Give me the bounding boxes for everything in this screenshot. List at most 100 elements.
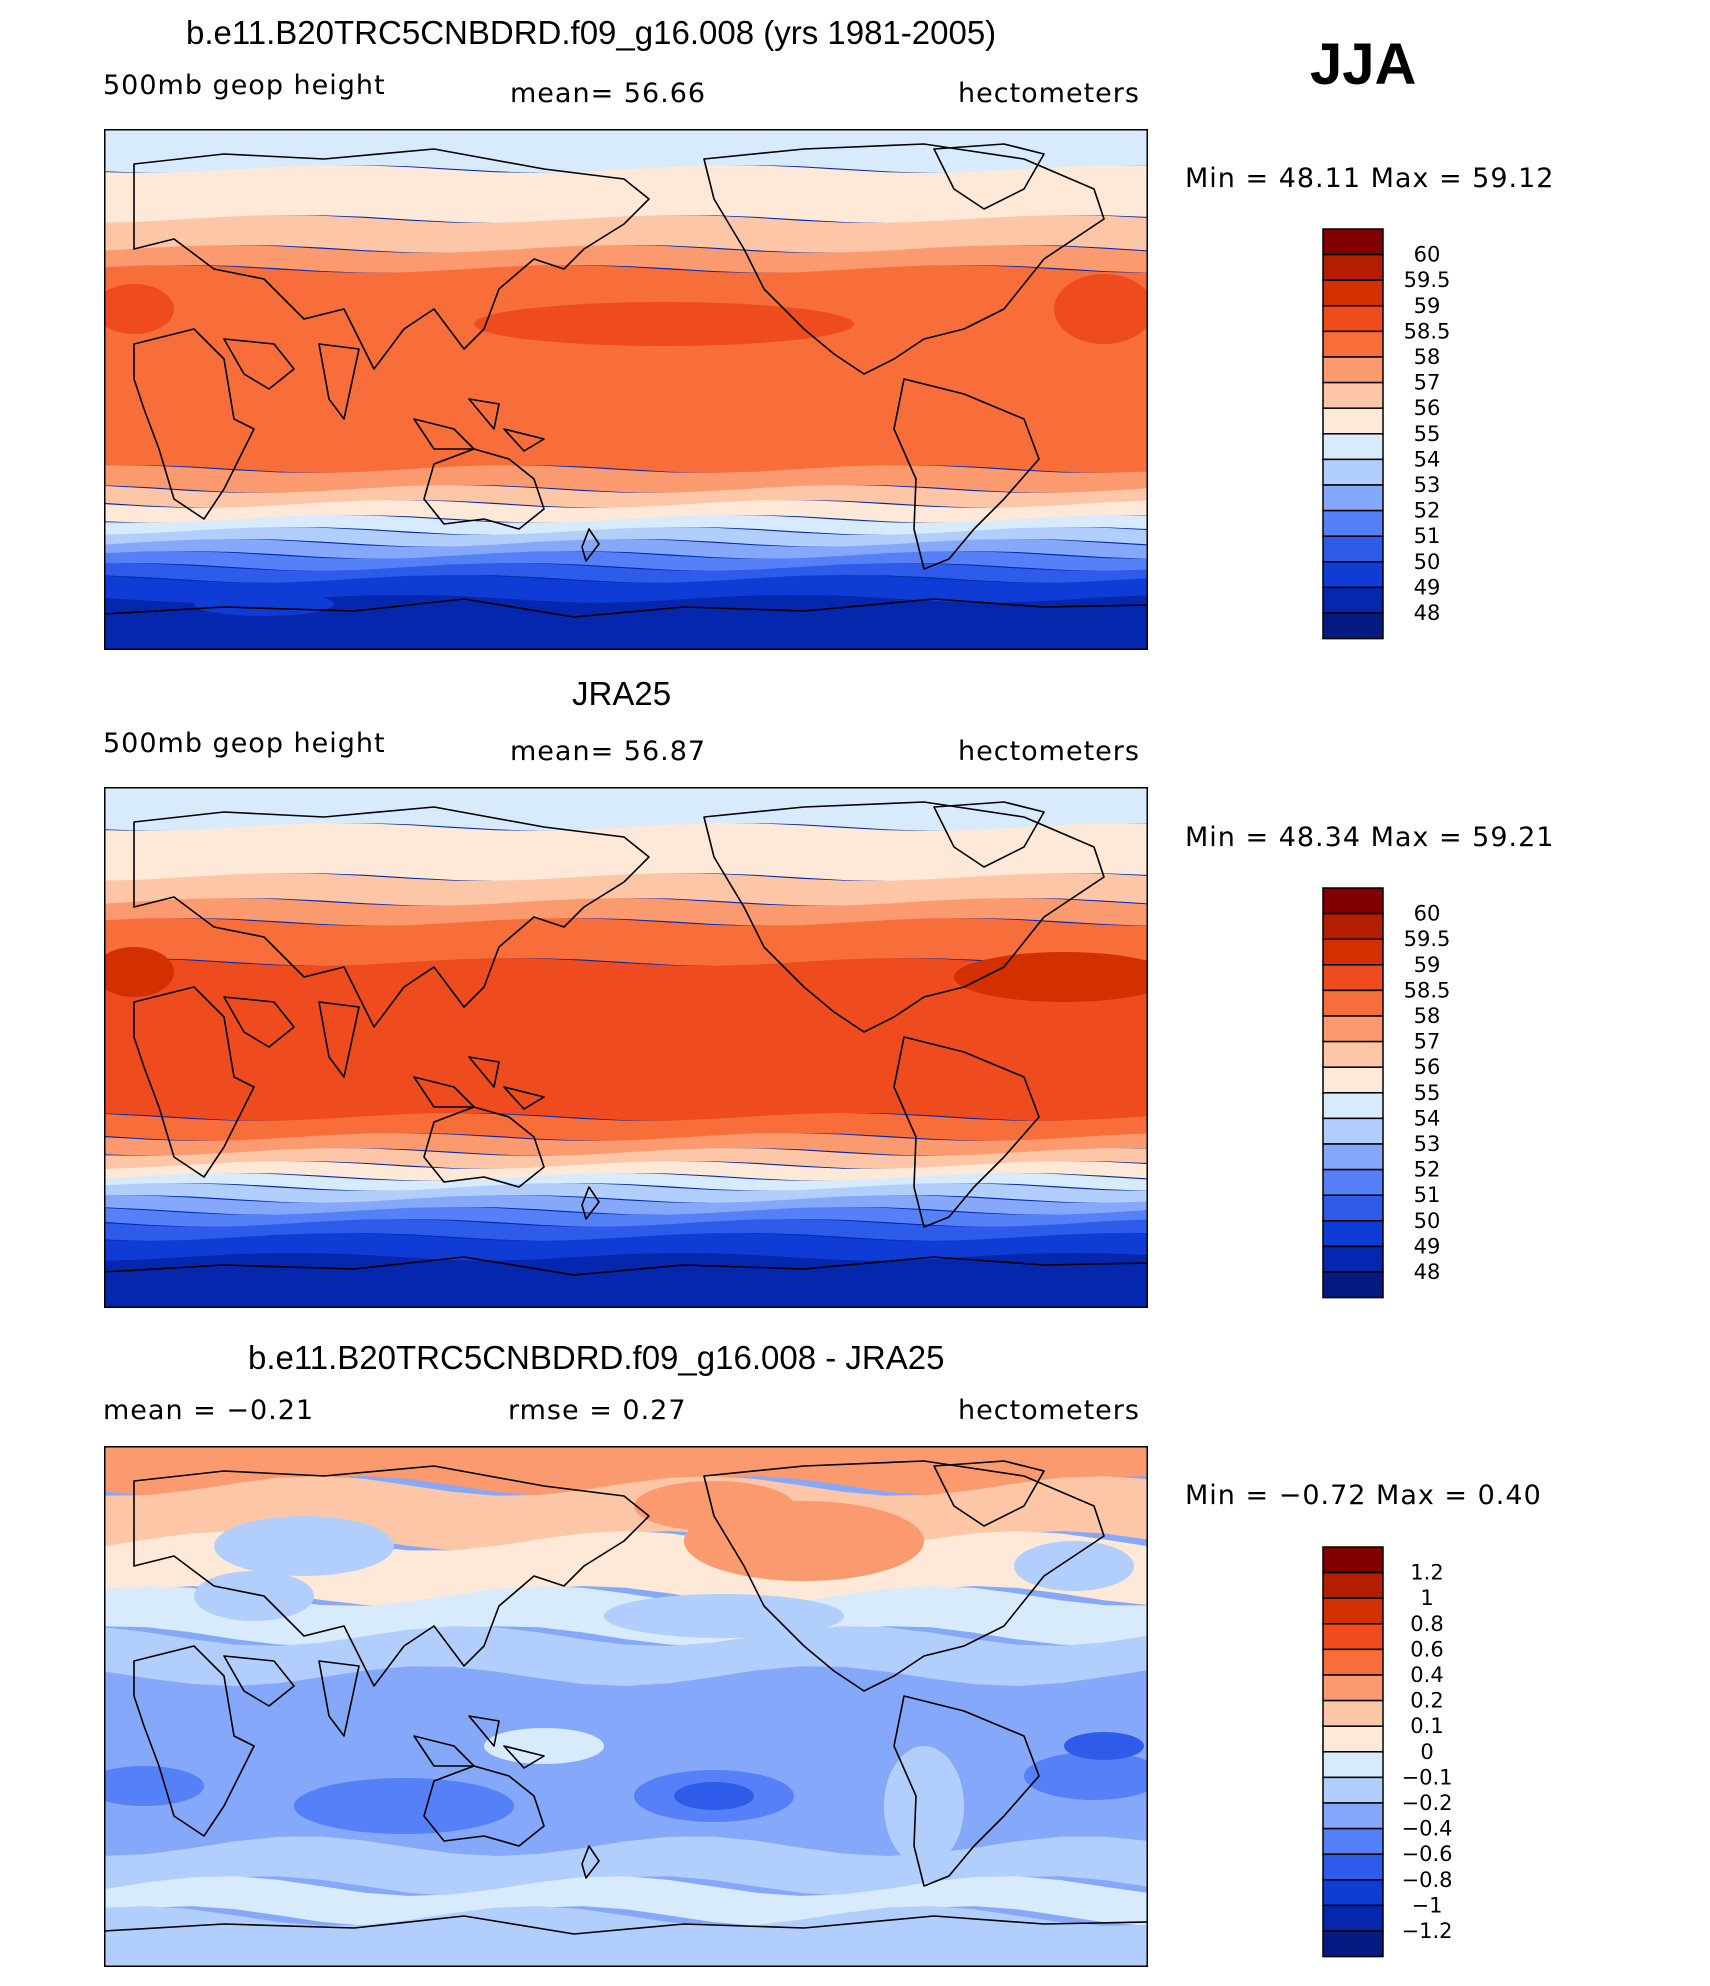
colorbar-label: 48 <box>1414 1260 1441 1284</box>
contour-cell <box>474 302 854 346</box>
colorbar-label: 48 <box>1414 601 1441 625</box>
colorbar-label: 59.5 <box>1404 927 1451 951</box>
panel-3-rmse: rmse = 0.27 <box>508 1395 687 1426</box>
panel-1-variable: 500mb geop height <box>103 70 386 101</box>
contour-cell <box>1054 274 1148 344</box>
contour-band <box>104 1207 1148 1227</box>
continent-outline <box>893 1036 1040 1228</box>
panel-1-mean: mean= 56.66 <box>510 78 707 109</box>
colorbar-swatch <box>1322 1597 1384 1625</box>
continent-outline <box>703 801 1105 1033</box>
continent-outline <box>423 448 545 530</box>
colorbar-label: 0.1 <box>1410 1714 1443 1738</box>
colorbar-swatch <box>1322 356 1384 384</box>
colorbar-swatch <box>1322 1271 1384 1299</box>
continent-outline <box>423 1765 545 1847</box>
panel-2-map <box>104 787 1148 1308</box>
colorbar-swatch <box>1322 1648 1384 1676</box>
continent-outline <box>933 1460 1045 1527</box>
panel-3-map <box>104 1446 1148 1967</box>
colorbar-label: 1 <box>1420 1586 1433 1610</box>
contour-band <box>104 527 1148 547</box>
colorbar-swatch <box>1322 1879 1384 1907</box>
continent-outline <box>893 1695 1040 1887</box>
colorbar-swatch <box>1322 964 1384 992</box>
colorbar-swatch <box>1322 330 1384 358</box>
colorbar-swatch <box>1322 253 1384 281</box>
colorbar-label: 56 <box>1414 1055 1441 1079</box>
colorbar-swatch <box>1322 1220 1384 1248</box>
colorbar-label: 0.4 <box>1410 1663 1443 1687</box>
colorbar-label: 0 <box>1420 1740 1433 1764</box>
contour-band <box>104 485 1148 508</box>
contour-band <box>104 265 1148 473</box>
contour-cell <box>294 1778 514 1834</box>
panel-1-map <box>104 129 1148 650</box>
colorbar-label: 0.8 <box>1410 1612 1443 1636</box>
colorbar-swatch <box>1322 509 1384 537</box>
contour-band <box>104 1173 1148 1191</box>
panel-2-title: JRA25 <box>572 675 672 712</box>
colorbar-label: 59 <box>1414 294 1441 318</box>
colorbar-swatch <box>1322 305 1384 333</box>
colorbar-label: 58 <box>1414 345 1441 369</box>
continent-outline <box>133 1465 650 1687</box>
colorbar-swatch <box>1322 484 1384 512</box>
panel-3-title: b.e11.B20TRC5CNBDRD.f09_g16.008 - JRA25 <box>248 1339 945 1376</box>
colorbar-swatch <box>1322 1725 1384 1753</box>
contour-band <box>104 1233 1148 1261</box>
colorbar-label: 57 <box>1414 371 1441 395</box>
contour-band <box>104 1219 1148 1241</box>
contour-band <box>104 1446 1148 1496</box>
colorbar-label: 59.5 <box>1404 268 1451 292</box>
colorbar-label: 54 <box>1414 447 1441 471</box>
colorbar-label: 55 <box>1414 1081 1441 1105</box>
colorbar-swatch <box>1322 433 1384 461</box>
colorbar-swatch <box>1322 1827 1384 1855</box>
colorbar-label: 59 <box>1414 953 1441 977</box>
contour-cell <box>884 1746 964 1866</box>
colorbar-swatch <box>1322 612 1384 640</box>
continent-outline <box>503 1745 545 1769</box>
contour-cell <box>1014 1541 1134 1591</box>
colorbar-label: 53 <box>1414 1132 1441 1156</box>
panel-3-mean: mean = −0.21 <box>103 1395 315 1426</box>
contour-band <box>104 215 1148 253</box>
colorbar-label: 53 <box>1414 473 1441 497</box>
contour-band <box>104 595 1148 650</box>
panel-1-minmax: Min = 48.11 Max = 59.12 <box>1185 163 1555 194</box>
colorbar-label: −0.8 <box>1402 1868 1453 1892</box>
continent-outline <box>503 1086 545 1110</box>
colorbar-label: 55 <box>1414 422 1441 446</box>
colorbar-swatch <box>1322 458 1384 486</box>
colorbar-label: 52 <box>1414 499 1441 523</box>
colorbar-label: 58.5 <box>1404 319 1451 343</box>
colorbar-swatch <box>1322 1066 1384 1094</box>
colorbar-swatch <box>1322 407 1384 435</box>
continent-outline <box>581 528 600 562</box>
colorbar-swatch <box>1322 887 1384 915</box>
contour-cell <box>104 947 174 997</box>
colorbar-label: 51 <box>1414 1183 1441 1207</box>
contour-cell <box>484 1728 604 1764</box>
colorbar-label: 49 <box>1414 575 1441 599</box>
colorbar-label: 52 <box>1414 1158 1441 1182</box>
colorbar-swatch <box>1322 1930 1384 1958</box>
colorbar-swatch <box>1322 381 1384 409</box>
contour-band <box>104 1906 1148 1967</box>
colorbar-label: −0.6 <box>1402 1842 1453 1866</box>
contour-band <box>104 165 1148 223</box>
colorbar-swatch <box>1322 1245 1384 1273</box>
panel-2-units: hectometers <box>958 736 1140 767</box>
contour-cell <box>674 1782 754 1810</box>
continent-outline <box>423 1106 545 1188</box>
colorbar-label: 54 <box>1414 1106 1441 1130</box>
colorbar-label: 60 <box>1414 243 1441 267</box>
colorbar-label: 0.6 <box>1410 1637 1443 1661</box>
continent-outline <box>581 1845 600 1879</box>
continent-outline <box>318 1660 360 1737</box>
colorbar-label: 51 <box>1414 524 1441 548</box>
colorbar-label: −0.2 <box>1402 1791 1453 1815</box>
contour-cell <box>634 1481 794 1531</box>
contour-cell <box>104 1766 204 1806</box>
